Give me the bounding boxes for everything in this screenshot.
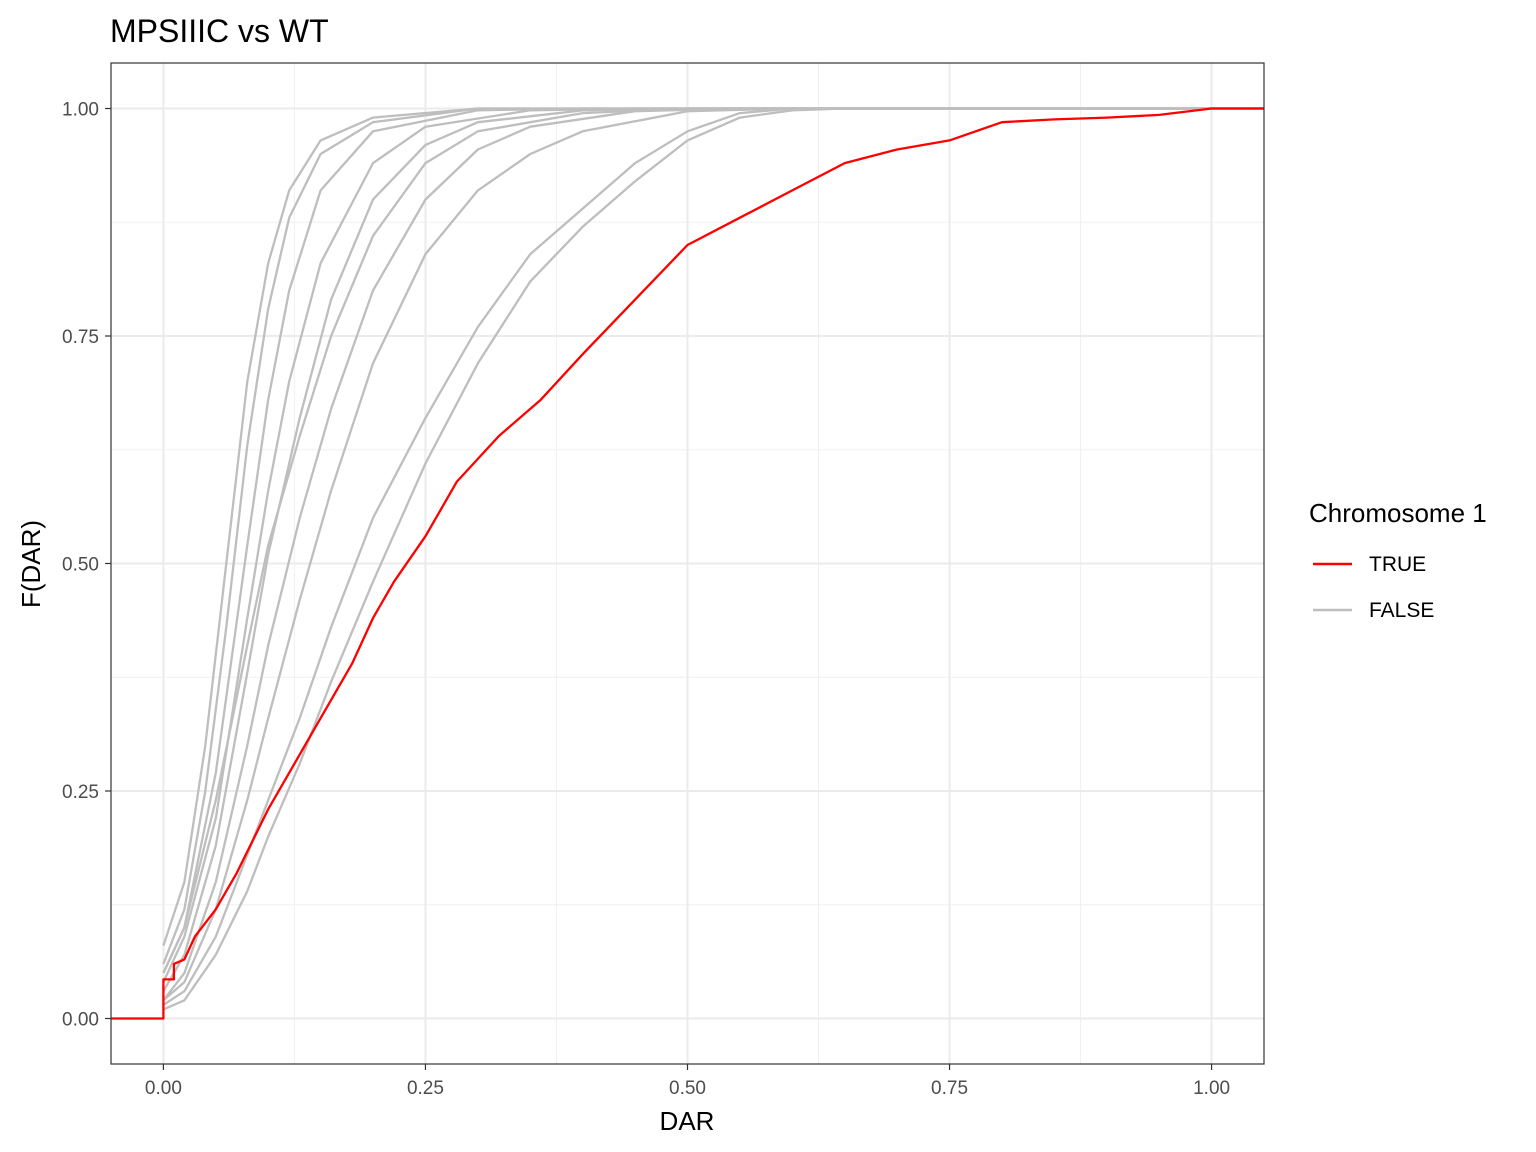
series-line-false-2 <box>162 107 1264 974</box>
series-line-false-3 <box>162 107 1264 983</box>
x-tick-label: 1.00 <box>1193 1078 1230 1099</box>
x-axis-ticks: 0.00 0.25 0.50 0.75 1.00 <box>145 1064 1230 1099</box>
series-line-false-1 <box>162 107 1264 965</box>
series-layer <box>111 107 1264 1020</box>
y-tick-label: 0.50 <box>62 555 99 576</box>
y-tick-label: 0.25 <box>62 782 99 803</box>
x-tick-label: 0.00 <box>145 1078 182 1099</box>
series-line-false-4 <box>162 107 1264 992</box>
y-axis-label: F(DAR) <box>16 520 46 608</box>
series-line-false-0 <box>162 107 1264 947</box>
grid <box>111 63 1264 1064</box>
series-line-true-10 <box>111 107 1264 1020</box>
y-tick-label: 0.00 <box>62 1010 99 1031</box>
y-tick-label: 1.00 <box>62 100 99 121</box>
series-line-false-5 <box>162 107 1264 974</box>
series-line-false-7 <box>162 107 1264 1002</box>
series-line-false-8 <box>162 107 1264 1006</box>
chart-title: MPSIIIC vs WT <box>110 13 329 49</box>
legend-label-true: TRUE <box>1369 553 1426 576</box>
x-tick-label: 0.75 <box>931 1078 968 1099</box>
series-line-false-9 <box>162 107 1264 1011</box>
legend: Chromosome 1 TRUE FALSE <box>1309 498 1487 622</box>
x-tick-label: 0.25 <box>407 1078 444 1099</box>
legend-label-false: FALSE <box>1369 599 1434 622</box>
y-axis-ticks: 0.00 0.25 0.50 0.75 1.00 <box>62 100 111 1031</box>
y-tick-label: 0.75 <box>62 327 99 348</box>
series-line-false-6 <box>162 107 1264 1002</box>
x-tick-label: 0.50 <box>669 1078 706 1099</box>
legend-title: Chromosome 1 <box>1309 498 1487 528</box>
x-axis-label: DAR <box>660 1106 715 1136</box>
